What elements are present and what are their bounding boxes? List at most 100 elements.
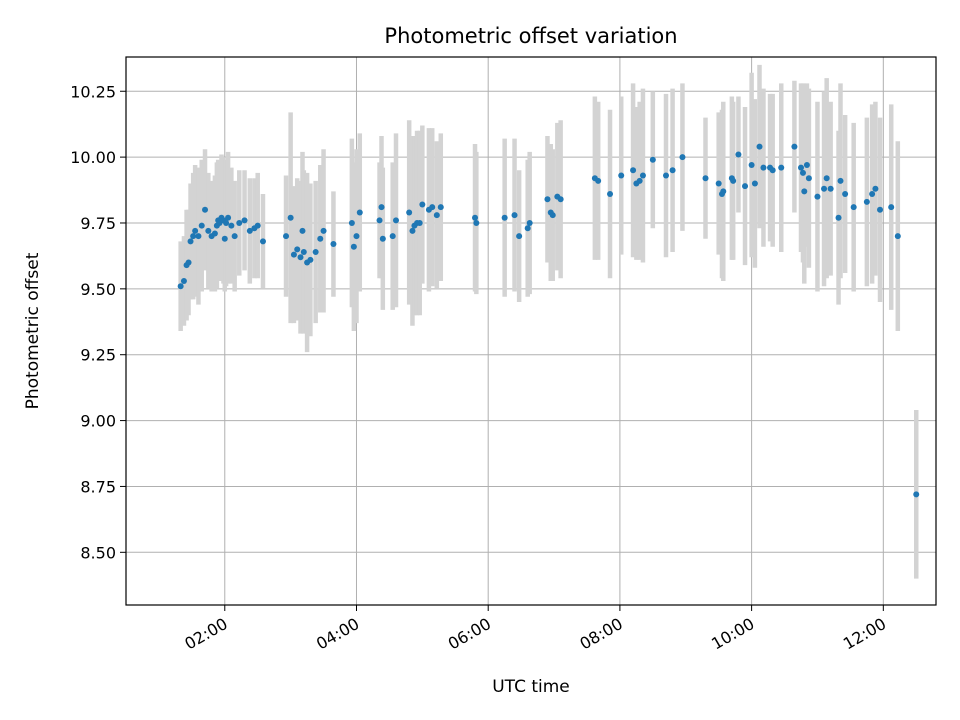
data-point (350, 243, 357, 250)
data-point (190, 233, 197, 240)
data-point (283, 233, 290, 240)
data-point (472, 214, 479, 221)
data-points (177, 143, 920, 498)
data-point (330, 241, 337, 248)
data-point (618, 172, 625, 179)
data-point (180, 277, 187, 284)
data-point (894, 233, 901, 240)
data-point (835, 214, 842, 221)
y-axis-ticks: 8.50 8.75 9.00 9.25 9.50 9.75 10.00 10.25 (70, 82, 126, 562)
data-point (639, 172, 646, 179)
y-tick-label: 9.00 (80, 412, 116, 431)
data-point (742, 183, 749, 190)
error-bars (178, 64, 919, 579)
data-point (877, 206, 884, 213)
x-tick-label: 12:00 (840, 614, 889, 654)
data-point (511, 212, 518, 219)
data-point (636, 177, 643, 184)
data-point (223, 219, 230, 226)
data-point (821, 185, 828, 192)
data-point (872, 185, 879, 192)
data-point (211, 230, 218, 237)
data-point (320, 227, 327, 234)
data-point (720, 188, 727, 195)
x-tick-label: 10:00 (708, 614, 757, 654)
data-point (798, 164, 804, 171)
y-tick-label: 8.50 (80, 543, 116, 562)
data-point (312, 248, 319, 255)
data-point (649, 156, 656, 163)
data-point (376, 217, 383, 224)
data-point (735, 151, 742, 158)
data-point (246, 227, 253, 234)
data-point (228, 222, 235, 229)
data-point (913, 491, 920, 498)
x-tick-label: 04:00 (313, 614, 362, 654)
data-point (850, 204, 857, 211)
data-point (526, 219, 533, 226)
data-point (177, 283, 184, 290)
data-point (287, 214, 294, 221)
data-point (198, 222, 205, 229)
data-point (801, 188, 808, 195)
data-point (254, 222, 261, 229)
data-point (290, 251, 297, 258)
data-point (778, 164, 785, 171)
data-point (791, 143, 798, 150)
data-point (317, 235, 324, 242)
data-point (389, 233, 396, 240)
y-tick-label: 9.75 (80, 214, 116, 233)
data-point (516, 233, 523, 240)
data-point (669, 167, 676, 174)
data-point (549, 212, 556, 219)
data-point (607, 191, 614, 197)
data-point (827, 185, 834, 192)
y-tick-label: 9.50 (80, 280, 116, 299)
data-point (225, 214, 232, 221)
data-point (769, 167, 776, 174)
data-point (297, 254, 304, 261)
data-point (185, 259, 192, 266)
data-point (814, 193, 821, 200)
data-point (805, 175, 812, 182)
data-point (702, 175, 709, 182)
data-point (378, 204, 385, 211)
data-point (187, 238, 194, 245)
data-point (393, 217, 399, 224)
data-point (751, 180, 758, 187)
data-point (715, 180, 722, 187)
data-point (419, 201, 426, 208)
data-point (241, 217, 248, 224)
data-point (863, 198, 870, 205)
data-point (473, 219, 480, 226)
x-tick-label: 02:00 (181, 614, 230, 654)
data-point (307, 256, 314, 263)
data-point (888, 204, 895, 211)
data-point (379, 235, 386, 242)
data-point (294, 246, 301, 253)
data-point (221, 235, 228, 242)
data-point (730, 177, 737, 184)
y-tick-label: 8.75 (80, 477, 116, 496)
y-tick-label: 9.25 (80, 346, 116, 365)
y-tick-label: 10.00 (70, 148, 116, 167)
data-point (799, 169, 806, 176)
data-point (756, 143, 763, 150)
data-point (356, 209, 363, 216)
data-point (299, 227, 306, 234)
data-point (353, 233, 360, 240)
data-point (524, 225, 531, 232)
data-point (192, 227, 199, 234)
data-point (437, 204, 444, 211)
x-tick-label: 06:00 (445, 614, 494, 654)
plot-frame (125, 56, 937, 606)
x-axis-ticks: 02:00 04:00 06:00 08:00 10:00 12:00 (181, 605, 889, 654)
data-point (679, 154, 686, 161)
y-tick-label: 10.25 (70, 82, 116, 101)
grid-lines (126, 57, 936, 605)
data-point (663, 172, 669, 179)
x-tick-label: 08:00 (576, 614, 625, 654)
data-point (544, 196, 551, 203)
data-point (409, 227, 416, 234)
